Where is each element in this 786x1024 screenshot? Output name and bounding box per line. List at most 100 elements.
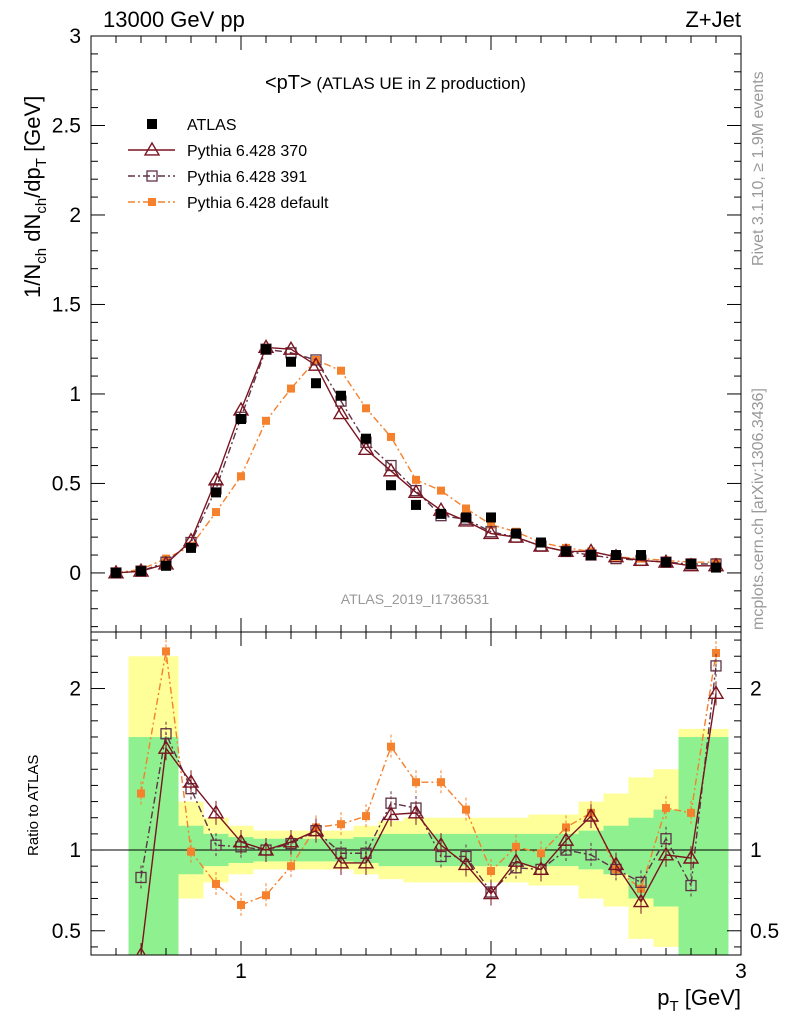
ratio-point-pdef [462,805,470,814]
series-pdef [112,355,720,577]
ratio-axis-ticks [90,632,742,955]
ratio-y-tick-label: 2 [69,678,81,701]
data-point-atlas [486,512,496,523]
plot-title-main: <pT> [265,72,312,94]
data-point-pdef [237,472,245,481]
ratio-point-p370 [507,852,525,867]
data-point-pdef [387,432,395,441]
ratio-point-p370 [136,946,146,955]
plot-title-sub: (ATLAS UE in Z production) [312,74,526,93]
main-y-tick-label: 2 [69,204,81,227]
data-point-pdef [212,508,220,517]
series-line-p370 [115,346,716,574]
data-point-atlas [536,537,546,548]
ratio-point-p370 [607,856,625,871]
main-y-tick-label: 1 [69,383,81,406]
legend-marker [148,198,156,206]
legend-marker [147,119,157,129]
legend-marker [143,141,161,156]
ratio-band-inner [128,736,729,955]
data-point-pdef [337,366,345,375]
legend-marker [146,170,158,182]
ratio-point-p391 [585,849,597,861]
ratio-point-p370 [357,854,375,869]
data-point-atlas [711,562,721,573]
source-label: mcplots.cern.ch [arXiv:1306.3436] [750,388,767,630]
x-tick-label: 2 [485,960,497,983]
ratio-point-pdef [362,812,370,821]
ratio-point-pdef [212,879,220,888]
ratio-point-p391 [685,879,697,892]
ratio-y-tick-label: 1 [69,839,81,862]
ratio-point-p370 [457,856,475,871]
ratio-y-tick-label-right: 1 [750,839,762,862]
ratio-point-p370 [207,804,225,819]
ratio-point-pdef [237,900,245,909]
data-point-p370 [207,471,225,486]
data-point-atlas [236,414,246,425]
ratio-point-pdef [387,742,395,751]
data-point-atlas [661,557,671,568]
main-y-axis-title: 1/Nch dNch/dpT [GeV] [20,96,50,298]
data-point-pdef [412,475,420,484]
ratio-point-pdef [562,823,570,832]
data-point-atlas [111,567,121,578]
ratio-point-p391 [635,876,647,888]
data-point-atlas [411,499,421,510]
data-point-p370 [282,340,300,355]
data-point-pdef [487,520,495,529]
ratio-point-pdef [487,867,495,876]
ratio-point-pdef [287,862,295,871]
legend: ATLAS Pythia 6.428 370 Pythia 6.428 391 Pyt… [128,117,329,212]
legend-entry-p370: Pythia 6.428 370 [128,141,307,160]
data-point-pdef [362,404,370,413]
ratio-point-p370 [532,861,550,876]
data-point-atlas [386,480,396,491]
ratio-point-pdef [437,778,445,787]
main-y-tick-label: 0 [69,562,81,585]
data-point-atlas [186,542,196,553]
ratio-point-pdef [687,808,695,817]
ratio-point-p370 [157,739,175,754]
ratio-band-outer [128,656,729,955]
ratio-point-pdef [537,849,545,858]
data-point-atlas [511,528,521,539]
x-axis-title: pT [GeV] [657,985,741,1015]
ratio-point-p370 [182,773,200,788]
data-point-p370 [407,484,425,498]
x-tick-label: 1 [235,960,247,983]
ratio-point-p370 [707,684,725,699]
data-point-atlas [436,508,446,519]
ratio-point-p370 [407,804,425,819]
main-axis-ticks [90,35,742,632]
ratio-y-tick-label: 0.5 [52,920,81,943]
ratio-x-tick-labels: 1 2 3 [235,960,747,983]
data-point-p370 [332,405,350,420]
data-point-pdef [287,384,295,393]
legend-entry-p391: Pythia 6.428 391 [128,169,307,186]
main-y-tick-label: 2.5 [52,114,81,137]
series-p391 [110,343,722,579]
process-label: Z+Jet [685,7,741,32]
ratio-point-p370 [582,807,600,822]
ratio-point-p370 [657,846,675,861]
ratio-point-pdef [137,789,145,798]
ratio-point-pdef [262,891,270,900]
ratio-point-p370 [682,849,700,864]
data-point-pdef [312,355,320,364]
ratio-line-p370 [140,693,717,955]
ratio-point-p370 [557,831,575,846]
ratio-y-tick-labels: 0.5 0.5 1 1 2 2 [52,678,779,943]
ratio-y-tick-label-right: 0.5 [750,920,779,943]
data-point-atlas [586,550,596,561]
data-point-atlas [336,390,346,401]
data-point-atlas [686,558,696,569]
main-y-tick-label: 1.5 [52,293,81,316]
ratio-point-p391 [210,839,222,851]
data-point-atlas [561,546,571,557]
ratio-uncertainty-bands [128,656,729,955]
legend-label: ATLAS [187,117,237,134]
legend-label: Pythia 6.428 default [187,195,329,212]
data-point-p370 [307,356,325,371]
